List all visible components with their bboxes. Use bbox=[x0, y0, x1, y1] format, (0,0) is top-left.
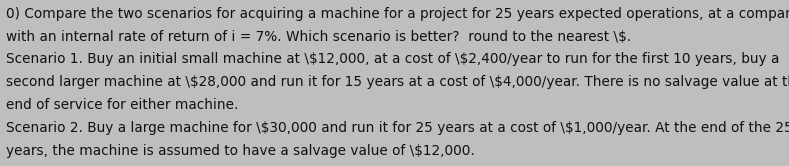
Text: 0) Compare the two scenarios for acquiring a machine for a project for 25 years : 0) Compare the two scenarios for acquiri… bbox=[6, 7, 789, 21]
Text: Scenario 2. Buy a large machine for \$30,000 and run it for 25 years at a cost o: Scenario 2. Buy a large machine for \$30… bbox=[6, 121, 789, 135]
Text: Scenario 1. Buy an initial small machine at \$12,000, at a cost of \$2,400/year : Scenario 1. Buy an initial small machine… bbox=[6, 52, 780, 66]
Text: second larger machine at \$28,000 and run it for 15 years at a cost of \$4,000/y: second larger machine at \$28,000 and ru… bbox=[6, 75, 789, 89]
Text: end of service for either machine.: end of service for either machine. bbox=[6, 98, 239, 112]
Text: years, the machine is assumed to have a salvage value of \$12,000.: years, the machine is assumed to have a … bbox=[6, 144, 475, 158]
Text: with an internal rate of return of i = 7%. Which scenario is better?  round to t: with an internal rate of return of i = 7… bbox=[6, 30, 631, 43]
